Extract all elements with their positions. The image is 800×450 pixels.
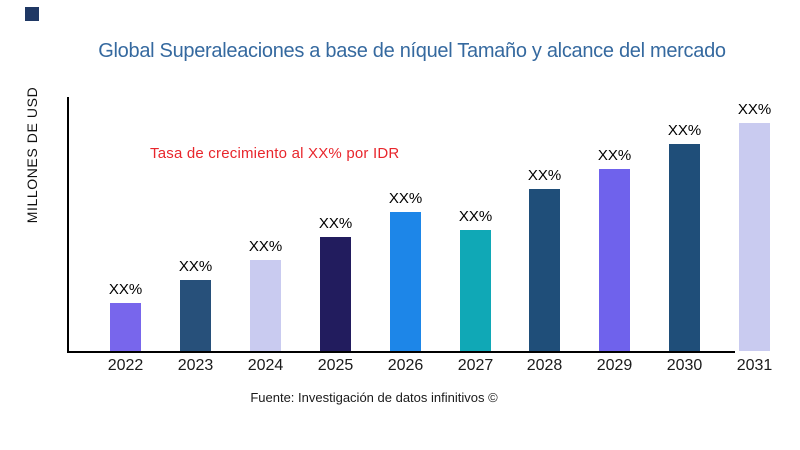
growth-rate-annotation: Tasa de crecimiento al XX% por IDR: [150, 145, 400, 162]
y-axis-title: MILLONES DE USD: [24, 86, 40, 224]
x-tick-2031: 2031: [736, 357, 773, 374]
bar-2026: [390, 212, 421, 351]
logo-mark: [25, 7, 39, 21]
source-caption: Fuente: Investigación de datos infinitiv…: [250, 390, 498, 405]
bar-2029: [599, 169, 630, 351]
bar-2030: [669, 144, 700, 351]
x-tick-2029: 2029: [596, 357, 633, 374]
x-tick-2028: 2028: [526, 357, 563, 374]
x-axis-line: [67, 351, 735, 353]
x-tick-2030: 2030: [666, 357, 703, 374]
bar-2027: [460, 230, 491, 351]
bar-value-label-2027: XX%: [458, 208, 493, 225]
chart-title: Global Superaleaciones a base de níquel …: [98, 40, 726, 62]
x-tick-2023: 2023: [177, 357, 214, 374]
x-tick-2026: 2026: [387, 357, 424, 374]
bar-value-label-2029: XX%: [597, 147, 632, 164]
x-tick-2022: 2022: [107, 357, 144, 374]
x-tick-2024: 2024: [247, 357, 284, 374]
x-tick-2027: 2027: [457, 357, 494, 374]
bar-value-label-2024: XX%: [248, 238, 283, 255]
x-tick-2025: 2025: [317, 357, 354, 374]
bar-value-label-2028: XX%: [527, 167, 562, 184]
bar-2025: [320, 237, 351, 351]
bar-2023: [180, 280, 211, 351]
bar-value-label-2025: XX%: [318, 215, 353, 232]
bar-value-label-2031: XX%: [737, 101, 772, 118]
bar-2031: [739, 123, 770, 351]
y-axis-line: [67, 97, 69, 353]
bar-2022: [110, 303, 141, 351]
bar-2028: [529, 189, 560, 351]
bar-2024: [250, 260, 281, 351]
bar-value-label-2026: XX%: [388, 190, 423, 207]
bar-value-label-2030: XX%: [667, 122, 702, 139]
bar-value-label-2022: XX%: [108, 281, 143, 298]
bar-value-label-2023: XX%: [178, 258, 213, 275]
